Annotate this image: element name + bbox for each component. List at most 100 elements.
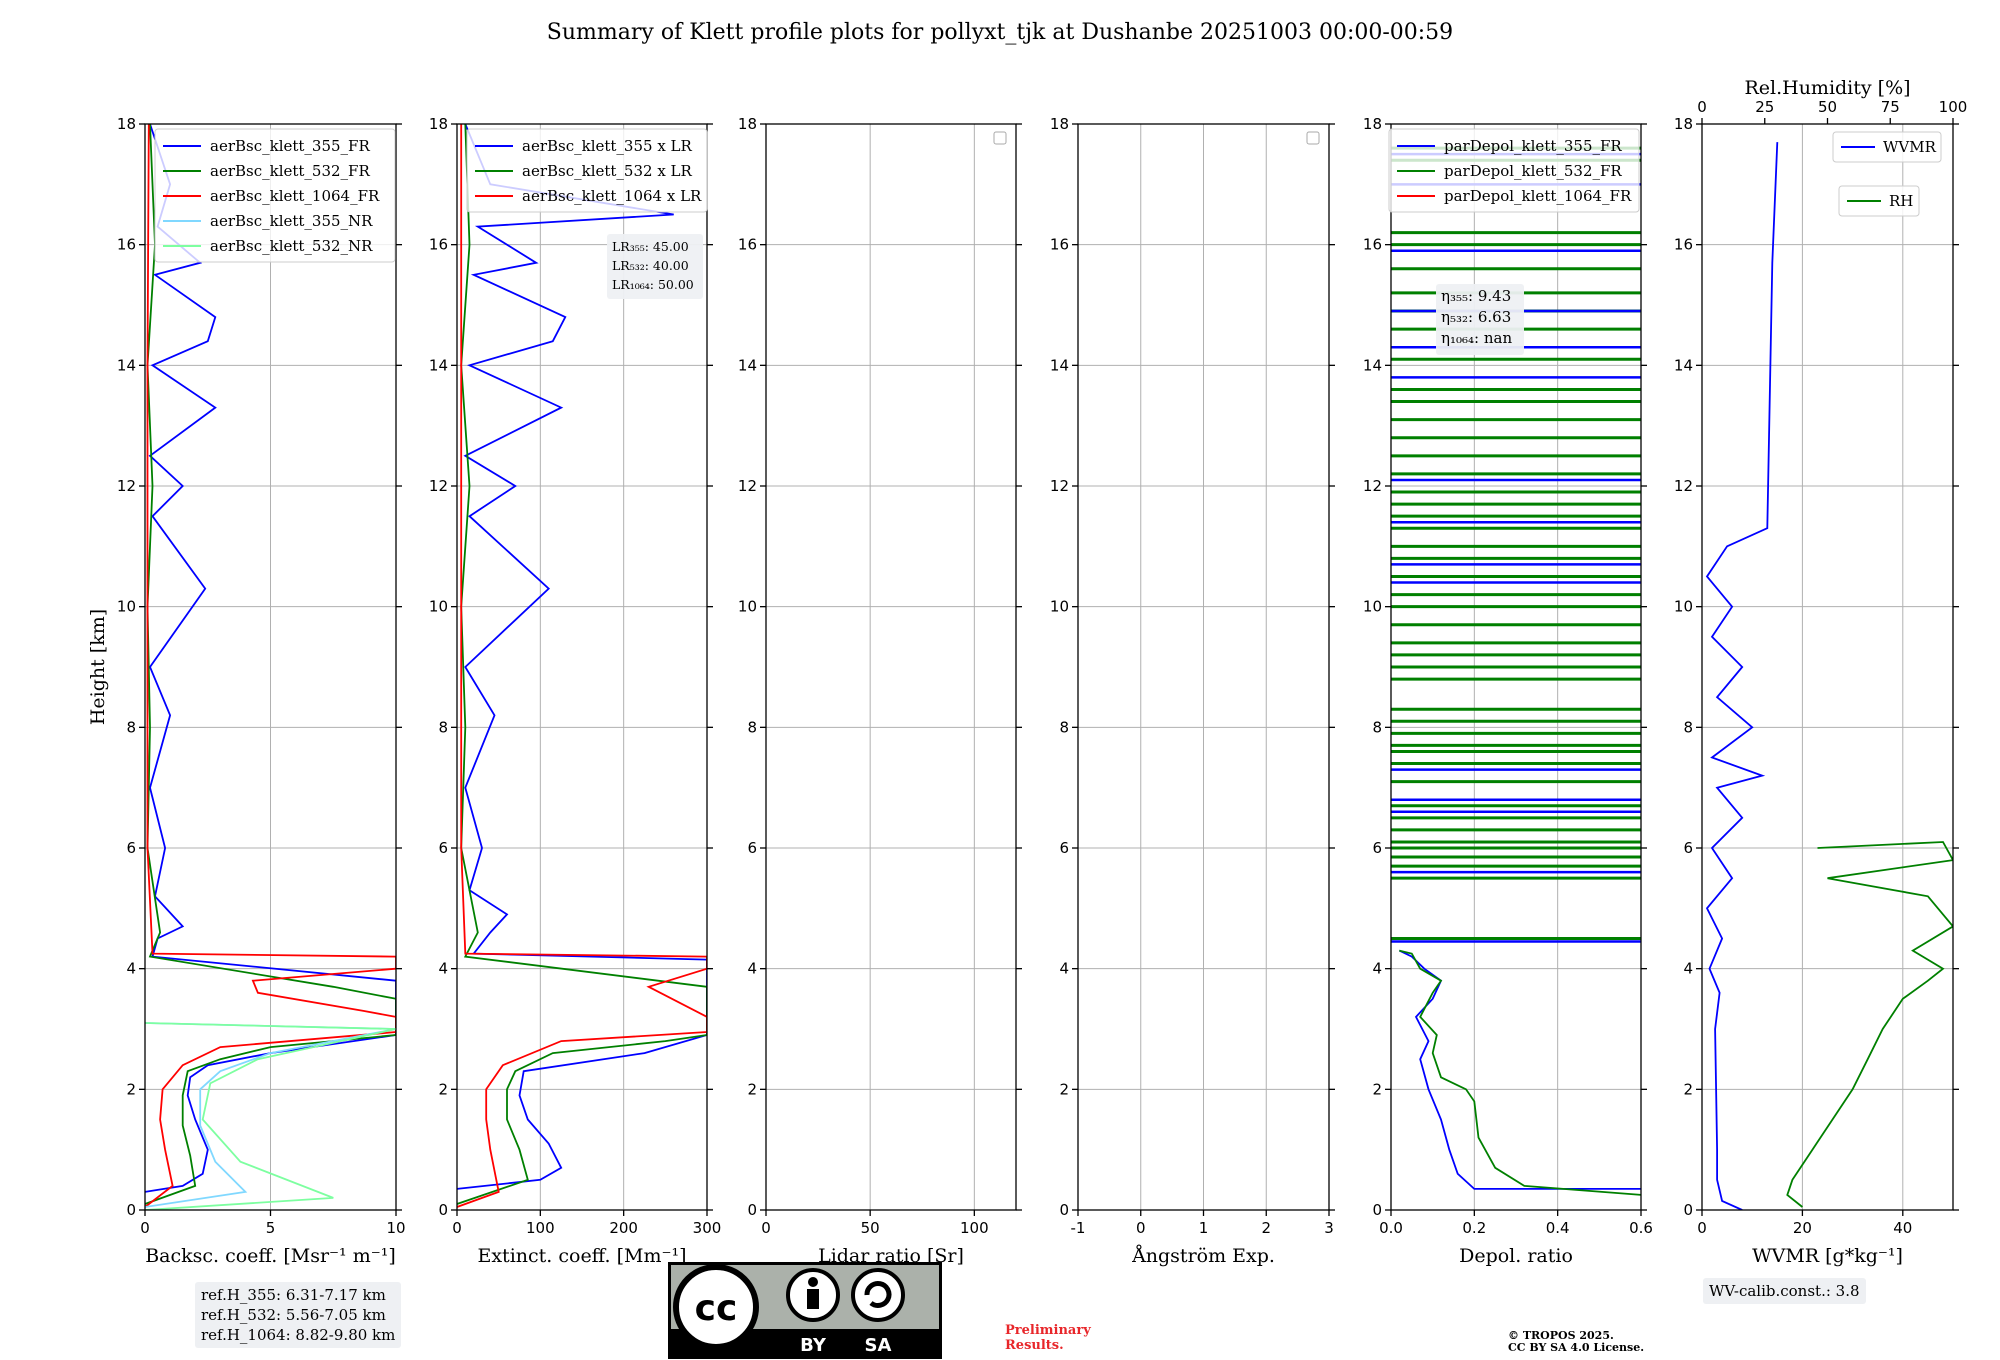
x-tick-label: 0.2 [1462, 1219, 1486, 1237]
legend-entry: aerBsc_klett_355_NR [210, 212, 373, 230]
panel-ext: 0 2 4 6 8 10 12 14 16 18 0 100 200 300 Extinct. coeff.… [429, 115, 721, 1267]
legend-entry: WVMR [1883, 138, 1937, 156]
y-tick-label: 18 [429, 115, 448, 133]
legend-entry: parDepol_klett_1064_FR [1444, 187, 1632, 205]
y-tick-label: 14 [1674, 356, 1693, 374]
y-tick-label: 18 [117, 115, 136, 133]
y-tick-label: 6 [1683, 839, 1693, 857]
y-tick-label: 8 [747, 718, 757, 736]
y-tick-label: 6 [747, 839, 757, 857]
axes-frame [1390, 123, 1642, 1211]
y-tick-label: 12 [117, 477, 136, 495]
y-tick-label: 6 [1372, 839, 1382, 857]
y-tick-label: 18 [1674, 115, 1693, 133]
x-tick-label: 0.6 [1629, 1219, 1653, 1237]
x-tick-label: 10 [386, 1219, 405, 1237]
legend-bsc: aerBsc_klett_355_FR aerBsc_klett_532_FRae… [154, 128, 396, 263]
y-tick-label: 10 [1674, 598, 1693, 616]
panel-bsc: 0 2 4 6 8 10 12 14 16 18 0 5 10 Backsc. coeff. [Msr⁻¹… [117, 115, 406, 1267]
series-aerBsc_klett_532 x LR [457, 124, 707, 1205]
annotation-line: LR₁₀₆₄: 50.00 [612, 277, 694, 292]
y-tick-label: 10 [1363, 598, 1382, 616]
series-aerBsc_klett_1064_FR [145, 124, 396, 1208]
preliminary-line-2: Results. [1005, 1338, 1064, 1353]
x-tick-label: 0 [761, 1219, 771, 1237]
y-tick-label: 14 [429, 356, 448, 374]
figure-title: Summary of Klett profile plots for polly… [546, 20, 1454, 45]
x-tick-label: 100 [960, 1219, 989, 1237]
empty-legend-box [993, 131, 1007, 145]
legend-depol: parDepol_klett_355_FR parDepol_klett_532_… [1388, 128, 1640, 213]
x-tick-label: 300 [693, 1219, 722, 1237]
cc-by-sa-badge: cc BY SA [668, 1262, 942, 1359]
axes-frame [765, 123, 1017, 1211]
y-tick-label: 12 [429, 477, 448, 495]
x-tick-label: 0 [140, 1219, 150, 1237]
legend-box [466, 128, 708, 213]
copyright-line-2: CC BY SA 4.0 License. [1508, 1341, 1645, 1354]
y-tick-label: 8 [1059, 718, 1069, 736]
series-aerBsc_klett_355 x LR [457, 124, 707, 1190]
legend-wv: WVMR RH [1832, 131, 1942, 217]
annotation-box [607, 234, 703, 299]
y-axis-label: Height [km] [87, 609, 109, 725]
top-x-tick-label: 75 [1881, 98, 1900, 116]
y-tick-label: 0 [747, 1201, 757, 1219]
y-tick-label: 4 [438, 960, 448, 978]
x-tick-label: 50 [861, 1219, 880, 1237]
y-tick-label: 0 [438, 1201, 448, 1219]
legend-entry: aerBsc_klett_532_NR [210, 237, 373, 255]
y-tick-label: 10 [117, 598, 136, 616]
x-axis-label: Extinct. coeff. [Mm⁻¹] [477, 1245, 686, 1267]
legend-box [154, 128, 396, 263]
cc-logo-text: cc [695, 1288, 738, 1329]
x-tick-label: 20 [1793, 1219, 1812, 1237]
x-tick-label: 3 [1324, 1219, 1334, 1237]
y-tick-label: 14 [1363, 356, 1382, 374]
annotation-line: LR₅₃₂: 40.00 [612, 258, 689, 273]
x-tick-label: 0.0 [1379, 1219, 1403, 1237]
legend-entry: aerBsc_klett_532_FR [210, 162, 370, 180]
preliminary-line-1: Preliminary [1005, 1323, 1091, 1338]
series-aerBsc_klett_1064 x LR [457, 124, 707, 1208]
x-tick-label: 100 [526, 1219, 555, 1237]
sa-share-icon [851, 1268, 905, 1322]
y-tick-label: 14 [738, 356, 757, 374]
x-axis-label: Backsc. coeff. [Msr⁻¹ m⁻¹] [145, 1245, 396, 1267]
series-parDepol_klett_355_FR [1398, 949, 1641, 1190]
y-tick-label: 0 [1683, 1201, 1693, 1219]
series-aerBsc_klett_355_NR [145, 1022, 396, 1208]
y-tick-label: 2 [1059, 1080, 1069, 1098]
y-tick-label: 0 [126, 1201, 136, 1219]
y-tick-label: 18 [1050, 115, 1069, 133]
annotation-line: η₁₀₆₄: nan [1441, 329, 1512, 347]
ref-height-1064: ref.H_1064: 8.82-9.80 km [201, 1326, 396, 1344]
legend-entry: aerBsc_klett_355_FR [210, 137, 370, 155]
y-tick-label: 4 [1372, 960, 1382, 978]
y-tick-label: 16 [1050, 236, 1069, 254]
sa-label: SA [865, 1335, 892, 1356]
x-tick-label: 200 [609, 1219, 638, 1237]
reference-height-box: ref.H_355: 6.31-7.17 km ref.H_532: 5.56-… [195, 1282, 402, 1348]
y-tick-label: 2 [1683, 1080, 1693, 1098]
x-tick-label: 0 [452, 1219, 462, 1237]
axes-frame [456, 123, 708, 1211]
y-tick-label: 12 [1674, 477, 1693, 495]
series-parDepol_klett_532_FR [1399, 949, 1641, 1196]
panel-depol: 0 2 4 6 8 10 12 14 16 18 0.0 0.2 0.4 0.6 Depol. ratio p… [1363, 115, 1653, 1267]
y-tick-label: 18 [738, 115, 757, 133]
y-tick-label: 4 [126, 960, 136, 978]
y-tick-label: 10 [1050, 598, 1069, 616]
wv-calibration-box: WV-calib.const.: 3.8 [1703, 1278, 1866, 1304]
series-aerBsc_klett_532_FR [145, 124, 396, 1205]
empty-legend-box [1306, 131, 1320, 145]
x-axis-label: Ångström Exp. [1131, 1245, 1275, 1267]
top-x-tick-label: 25 [1755, 98, 1774, 116]
y-tick-label: 16 [117, 236, 136, 254]
legend-entry: aerBsc_klett_1064_FR [210, 187, 380, 205]
y-tick-label: 8 [126, 718, 136, 736]
legend-box [1832, 131, 1942, 163]
y-tick-label: 14 [117, 356, 136, 374]
